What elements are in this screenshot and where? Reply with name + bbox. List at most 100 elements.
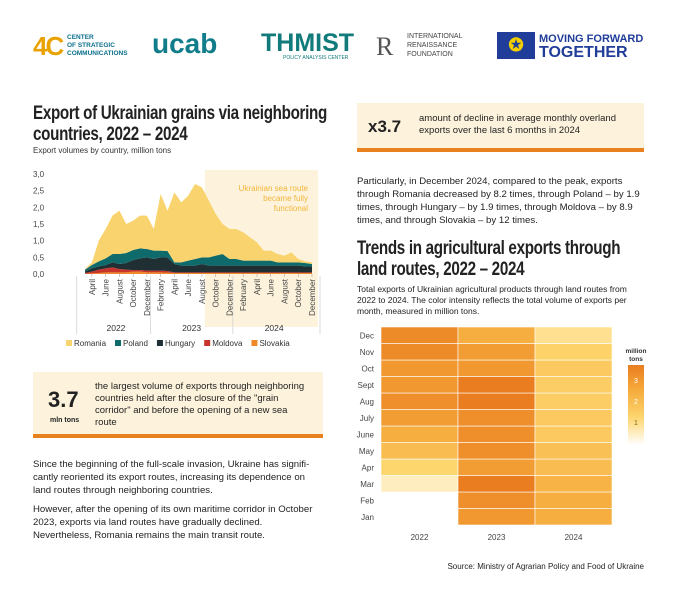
row-label: Dec	[360, 331, 374, 340]
highlight-value: 3.7	[48, 387, 79, 412]
eu-line: TOGETHER	[539, 44, 628, 61]
x-tick-label: February	[157, 279, 166, 311]
year-label: 2024	[265, 323, 284, 333]
left-paragraph-2: However, after the opening of its own ma…	[33, 504, 313, 541]
x-tick-label: December	[308, 279, 317, 316]
legend-swatch-poland	[115, 340, 122, 346]
row-label: Feb	[360, 496, 374, 505]
legend-title: million	[626, 348, 647, 355]
heatmap-cell	[380, 425, 459, 443]
legend-label: Slovakia	[259, 339, 290, 348]
color-scale-tick: 1	[634, 420, 638, 427]
heatmap-cell	[380, 475, 459, 493]
row-label: Oct	[362, 364, 375, 373]
row-label: Jan	[361, 513, 374, 522]
x-tick-label: October	[294, 279, 303, 308]
column-label: 2024	[565, 533, 583, 542]
x-tick-label: June	[102, 278, 111, 296]
row-label: Sept	[358, 381, 375, 390]
legend-swatch-slovakia	[251, 340, 258, 346]
heatmap-cell	[380, 442, 459, 460]
heatmap-cell	[534, 475, 613, 493]
irf-line: RENAISSANCE	[407, 42, 458, 49]
heatmap-cell	[457, 376, 536, 394]
area-moldova	[85, 267, 312, 274]
right-title: Trends in agricultural exports through l…	[357, 238, 621, 280]
color-scale-tick: 3	[634, 378, 638, 385]
x-tick-label: October	[212, 279, 221, 308]
area-romania	[85, 184, 312, 270]
heatmap-cell	[457, 409, 536, 427]
heatmap-cell	[457, 442, 536, 460]
decline-value: x3.7	[368, 117, 402, 136]
highlight-text: the largest volume of exports through ne…	[95, 381, 305, 428]
heatmap-cell	[380, 458, 459, 476]
legend-swatch-hungary	[156, 340, 163, 346]
heatmap-cell	[457, 475, 536, 493]
y-tick-label: 2,0	[33, 203, 45, 212]
irf-line: FOUNDATION	[407, 51, 453, 58]
heatmap-cell	[534, 392, 613, 410]
area-hungary	[85, 257, 312, 273]
thmist-logo: THMIST POLICY ANALYSIS CENTER	[261, 29, 355, 62]
heatmap-chart: Jan Feb Mar Apr May June July Aug Sept Oct Nov Dec 2…	[357, 326, 647, 542]
annotation-text: Ukrainian sea route became fully functiona…	[239, 184, 309, 213]
heatmap-cell	[457, 392, 536, 410]
legend-label: Hungary	[165, 339, 195, 348]
decline-text: amount of decline in average monthly ove…	[419, 113, 616, 136]
year-label: 2023	[182, 323, 201, 333]
heatmap-cell	[534, 442, 613, 460]
row-label: Aug	[360, 397, 374, 406]
thmist-name: THMIST	[261, 29, 355, 57]
area-slovakia	[85, 271, 312, 274]
column-label: 2022	[411, 533, 429, 542]
heatmap-cell	[534, 491, 613, 509]
heatmap-cell	[380, 392, 459, 410]
x-tick-label: October	[129, 279, 138, 308]
eu-flag-icon: ✪	[497, 32, 535, 59]
left-highlight-box: 3.7 mln tons the largest volume of expor…	[33, 372, 323, 438]
year-label: 2022	[106, 323, 125, 333]
x-tick-label: April	[253, 279, 262, 295]
y-tick-label: 1,0	[33, 237, 45, 246]
csc-mark: 4C	[33, 31, 64, 61]
row-label: Apr	[362, 463, 375, 472]
area-poland	[85, 248, 312, 272]
csc-logo: 4C CENTER OF STRATEGIC COMMUNICATIONS	[33, 31, 128, 62]
heatmap-cell	[534, 343, 613, 361]
x-tick-label: February	[239, 279, 248, 311]
y-tick-label: 0,5	[33, 253, 45, 262]
irf-mark: R	[376, 32, 394, 61]
y-tick-label: 1,5	[33, 220, 45, 229]
heatmap-cell	[457, 343, 536, 361]
ucab-logo: ucab	[152, 28, 218, 59]
heatmap-cell	[534, 458, 613, 476]
heatmap-cell	[534, 376, 613, 394]
row-label: May	[359, 447, 374, 456]
y-tick-label: 0,0	[33, 270, 45, 279]
x-tick-label: June	[184, 278, 193, 296]
x-tick-label: April	[170, 279, 179, 295]
heatmap-cell	[457, 458, 536, 476]
legend-label: Poland	[123, 339, 148, 348]
left-subtitle: Export volumes by country, million tons	[33, 146, 172, 155]
csc-line: CENTER	[67, 34, 94, 41]
column-label: 2023	[488, 533, 506, 542]
color-scale-bar	[628, 365, 644, 445]
row-label: Nov	[360, 348, 374, 357]
x-tick-label: August	[198, 278, 207, 304]
eu-logo: ✪ MOVING FORWARD TOGETHER	[497, 32, 643, 61]
y-tick-label: 3,0	[33, 170, 45, 179]
heatmap-cell	[457, 326, 536, 344]
heatmap-cell	[534, 326, 613, 344]
heatmap-cell	[534, 409, 613, 427]
heatmap-cell	[534, 425, 613, 443]
heatmap-cell	[380, 359, 459, 377]
x-tick-label: December	[225, 279, 234, 316]
area-chart: Ukrainian sea route became fully functiona…	[33, 170, 321, 348]
heatmap-cell	[380, 326, 459, 344]
heatmap-cell	[380, 376, 459, 394]
heatmap-cell	[534, 508, 613, 526]
legend-swatch-romania	[66, 340, 72, 346]
right-description: Total exports of Ukrainian agricultural …	[357, 284, 627, 316]
